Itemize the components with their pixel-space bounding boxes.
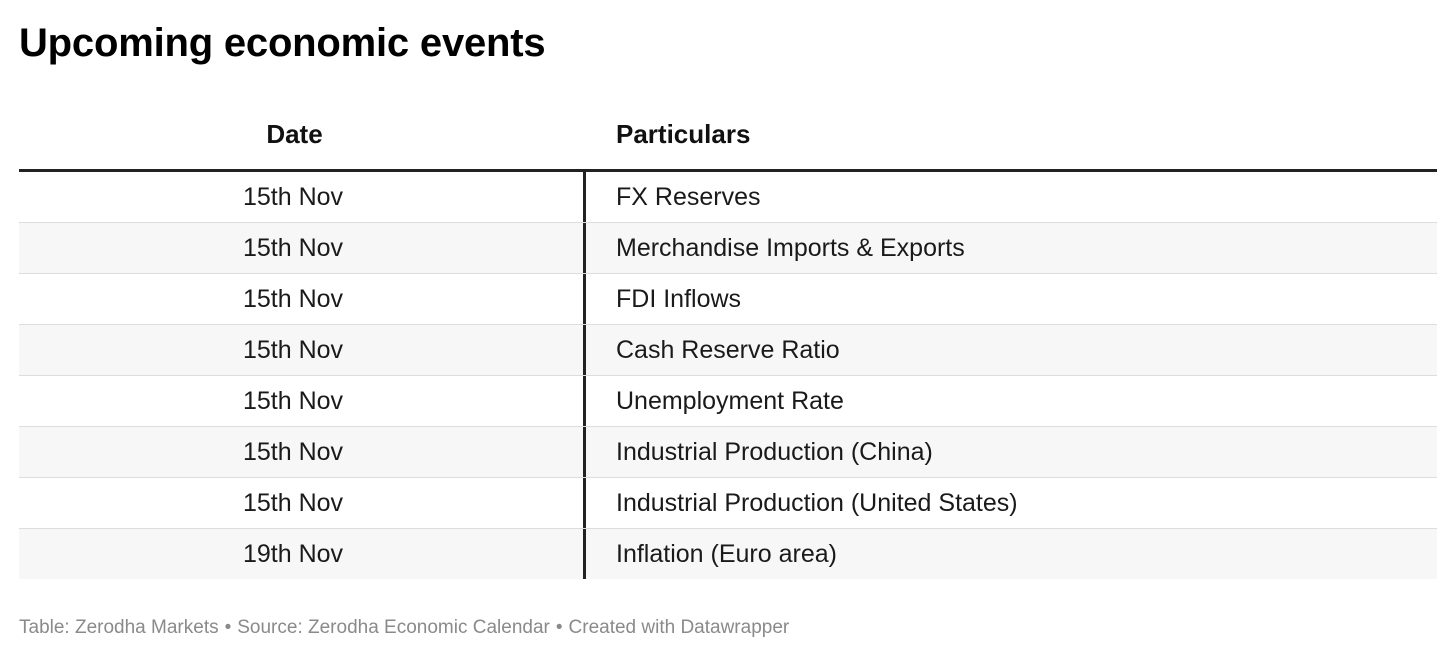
column-header-date: Date [266, 119, 323, 149]
date-cell: 15th Nov [19, 376, 586, 426]
particulars-cell: Industrial Production (China) [616, 437, 933, 466]
date-cell: 15th Nov [19, 172, 586, 222]
table-row: 15th Nov Unemployment Rate [19, 376, 1437, 427]
table-row: 15th Nov Industrial Production (China) [19, 427, 1437, 478]
source-credit: Source: Zerodha Economic Calendar [237, 617, 550, 638]
date-cell: 15th Nov [19, 427, 586, 477]
table-row: 15th Nov FX Reserves [19, 172, 1437, 223]
table-row: 15th Nov Merchandise Imports & Exports [19, 223, 1437, 274]
table-header: Date Particulars [19, 100, 1437, 172]
particulars-cell: Industrial Production (United States) [616, 488, 1018, 517]
particulars-cell: Merchandise Imports & Exports [616, 233, 965, 262]
table-row: 15th Nov Industrial Production (United S… [19, 478, 1437, 529]
column-header-particulars: Particulars [616, 119, 751, 149]
particulars-cell: Inflation (Euro area) [616, 539, 837, 568]
events-table: Date Particulars 15th Nov FX Reserves 15… [19, 100, 1437, 579]
separator: • [224, 617, 232, 638]
datawrapper-link[interactable]: Created with Datawrapper [568, 617, 790, 638]
date-cell: 19th Nov [19, 529, 586, 579]
table-credit: Table: Zerodha Markets [19, 617, 219, 638]
particulars-cell: Cash Reserve Ratio [616, 335, 840, 364]
table-row: 15th Nov Cash Reserve Ratio [19, 325, 1437, 376]
page-title: Upcoming economic events [19, 21, 546, 65]
date-cell: 15th Nov [19, 274, 586, 324]
date-cell: 15th Nov [19, 223, 586, 273]
particulars-cell: FDI Inflows [616, 284, 742, 313]
separator: • [555, 617, 563, 638]
date-cell: 15th Nov [19, 325, 586, 375]
footer-credits: Table: Zerodha Markets • Source: Zerodha E… [19, 616, 789, 640]
table-row: 15th Nov FDI Inflows [19, 274, 1437, 325]
particulars-cell: FX Reserves [616, 182, 761, 211]
date-cell: 15th Nov [19, 478, 586, 528]
particulars-cell: Unemployment Rate [616, 386, 844, 415]
table-row: 19th Nov Inflation (Euro area) [19, 529, 1437, 579]
